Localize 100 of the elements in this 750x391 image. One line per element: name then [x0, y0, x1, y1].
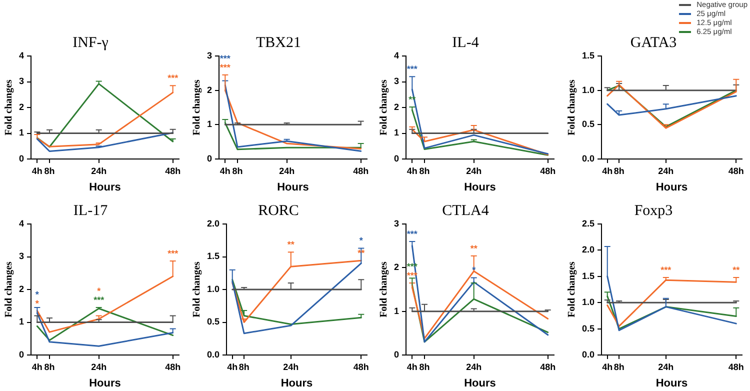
y-tick-label: 0.0 [581, 153, 594, 164]
x-tick-label: 24h [278, 166, 294, 176]
annotation: * [358, 236, 363, 246]
x-tick-label: 24h [466, 362, 482, 372]
y-tick-label: 0.5 [581, 323, 594, 334]
y-tick-label: 2 [18, 102, 24, 112]
y-tick-label: 2 [18, 284, 24, 294]
y-axis-title: Fold changes [4, 79, 15, 136]
y-tick-label: 0 [394, 153, 400, 164]
y-tick-label: 1 [394, 306, 400, 316]
annotation: *** [406, 64, 418, 74]
x-tick-label: 48h [728, 362, 744, 372]
y-tick-label: 2 [206, 84, 212, 95]
annotation: *** [219, 62, 230, 72]
x-tick-label: 48h [540, 166, 556, 176]
x-tick-label: 24h [282, 362, 298, 372]
y-tick-label: 1.5 [581, 270, 594, 281]
y-tick-label: 0 [206, 153, 212, 164]
x-tick-label: 8h [44, 166, 55, 176]
y-tick-label: 3 [394, 76, 400, 86]
x-tick-label: 8h [419, 362, 430, 372]
y-tick-label: 1 [206, 119, 212, 130]
x-axis-title: Hours [464, 377, 496, 390]
y-tick-label: 2.0 [581, 244, 594, 255]
y-tick-label: 3 [394, 218, 400, 228]
y-axis-title: Fold changes [378, 261, 390, 318]
y-tick-label: 0 [18, 349, 24, 360]
x-tick-label: 48h [352, 362, 368, 372]
x-tick-label: 8h [44, 362, 55, 372]
x-tick-label: 48h [540, 362, 556, 372]
y-tick-label: 0.0 [581, 349, 594, 360]
x-tick-label: 24h [91, 166, 107, 176]
x-tick-label: 24h [91, 362, 107, 372]
chart-title: Foxp3 [634, 202, 672, 219]
chart-title: GATA3 [630, 34, 676, 51]
x-axis-title: Hours [655, 181, 688, 194]
y-axis-title: Fold changes [191, 79, 202, 136]
y-axis-title: Fold changes [191, 261, 202, 318]
x-tick-label: 48h [728, 166, 744, 176]
y-tick-label: 0 [18, 153, 24, 164]
x-axis-title: Hours [280, 377, 312, 390]
x-tick-label: 4h [32, 362, 42, 372]
x-tick-label: 4h [602, 166, 612, 176]
x-tick-label: 48h [352, 166, 368, 176]
y-tick-label: 2.5 [581, 218, 594, 228]
y-axis-title: Fold changes [378, 79, 390, 136]
annotation: * [35, 289, 40, 300]
annotation: *** [168, 73, 179, 84]
y-tick-label: 3 [206, 50, 212, 60]
annotation: *** [219, 53, 230, 64]
chart-title: INF-γ [72, 34, 109, 51]
x-tick-label: 4h [219, 166, 230, 176]
x-axis-title: Hours [276, 181, 308, 194]
y-tick-label: 4 [18, 50, 24, 60]
x-tick-label: 4h [602, 362, 612, 372]
y-axis-title: Fold changes [566, 261, 578, 318]
annotation: ** [286, 240, 294, 250]
x-tick-label: 8h [419, 166, 430, 176]
x-tick-label: 48h [165, 362, 181, 372]
y-tick-label: 0.5 [581, 119, 594, 130]
x-tick-label: 8h [613, 362, 624, 372]
y-axis-title: Fold changes [4, 261, 15, 318]
chart-title: CTLA4 [442, 202, 490, 219]
y-tick-label: 0.5 [206, 316, 220, 327]
y-tick-label: 1.5 [581, 50, 594, 60]
y-tick-label: 1.0 [206, 284, 220, 294]
annotation: *** [94, 294, 105, 305]
x-tick-label: 8h [238, 362, 249, 372]
chart-title: RORC [258, 202, 298, 219]
y-tick-label: 2 [394, 102, 400, 112]
y-tick-label: 2.0 [206, 218, 220, 228]
x-tick-label: 24h [466, 166, 482, 176]
x-tick-label: 48h [165, 166, 181, 176]
y-tick-label: 0 [394, 349, 400, 360]
chart-title: IL-17 [73, 202, 108, 219]
x-tick-label: 4h [406, 362, 418, 372]
y-tick-label: 1.0 [581, 84, 594, 95]
x-axis-title: Hours [655, 377, 688, 390]
x-axis-title: Hours [464, 181, 496, 194]
chart-title: IL-4 [452, 34, 480, 51]
y-tick-label: 1 [18, 316, 24, 327]
annotation: ** [470, 243, 478, 254]
y-tick-label: 1.0 [581, 297, 594, 308]
x-tick-label: 24h [658, 166, 674, 176]
y-axis-title: Fold changes [566, 79, 578, 136]
annotation: ** [732, 264, 740, 275]
y-tick-label: 4 [18, 218, 24, 228]
x-tick-label: 4h [406, 166, 418, 176]
x-tick-label: 8h [613, 166, 624, 176]
x-tick-label: 24h [658, 362, 674, 372]
annotation: *** [406, 228, 418, 239]
y-tick-label: 3 [18, 76, 24, 86]
x-axis-title: Hours [89, 181, 121, 194]
x-axis-title: Hours [89, 377, 121, 390]
y-tick-label: 3 [18, 251, 24, 262]
annotation: * [97, 286, 102, 296]
y-tick-label: 2 [394, 262, 400, 272]
y-tick-label: 1 [394, 128, 400, 138]
y-tick-label: 1 [18, 128, 24, 138]
annotation: *** [660, 264, 672, 275]
